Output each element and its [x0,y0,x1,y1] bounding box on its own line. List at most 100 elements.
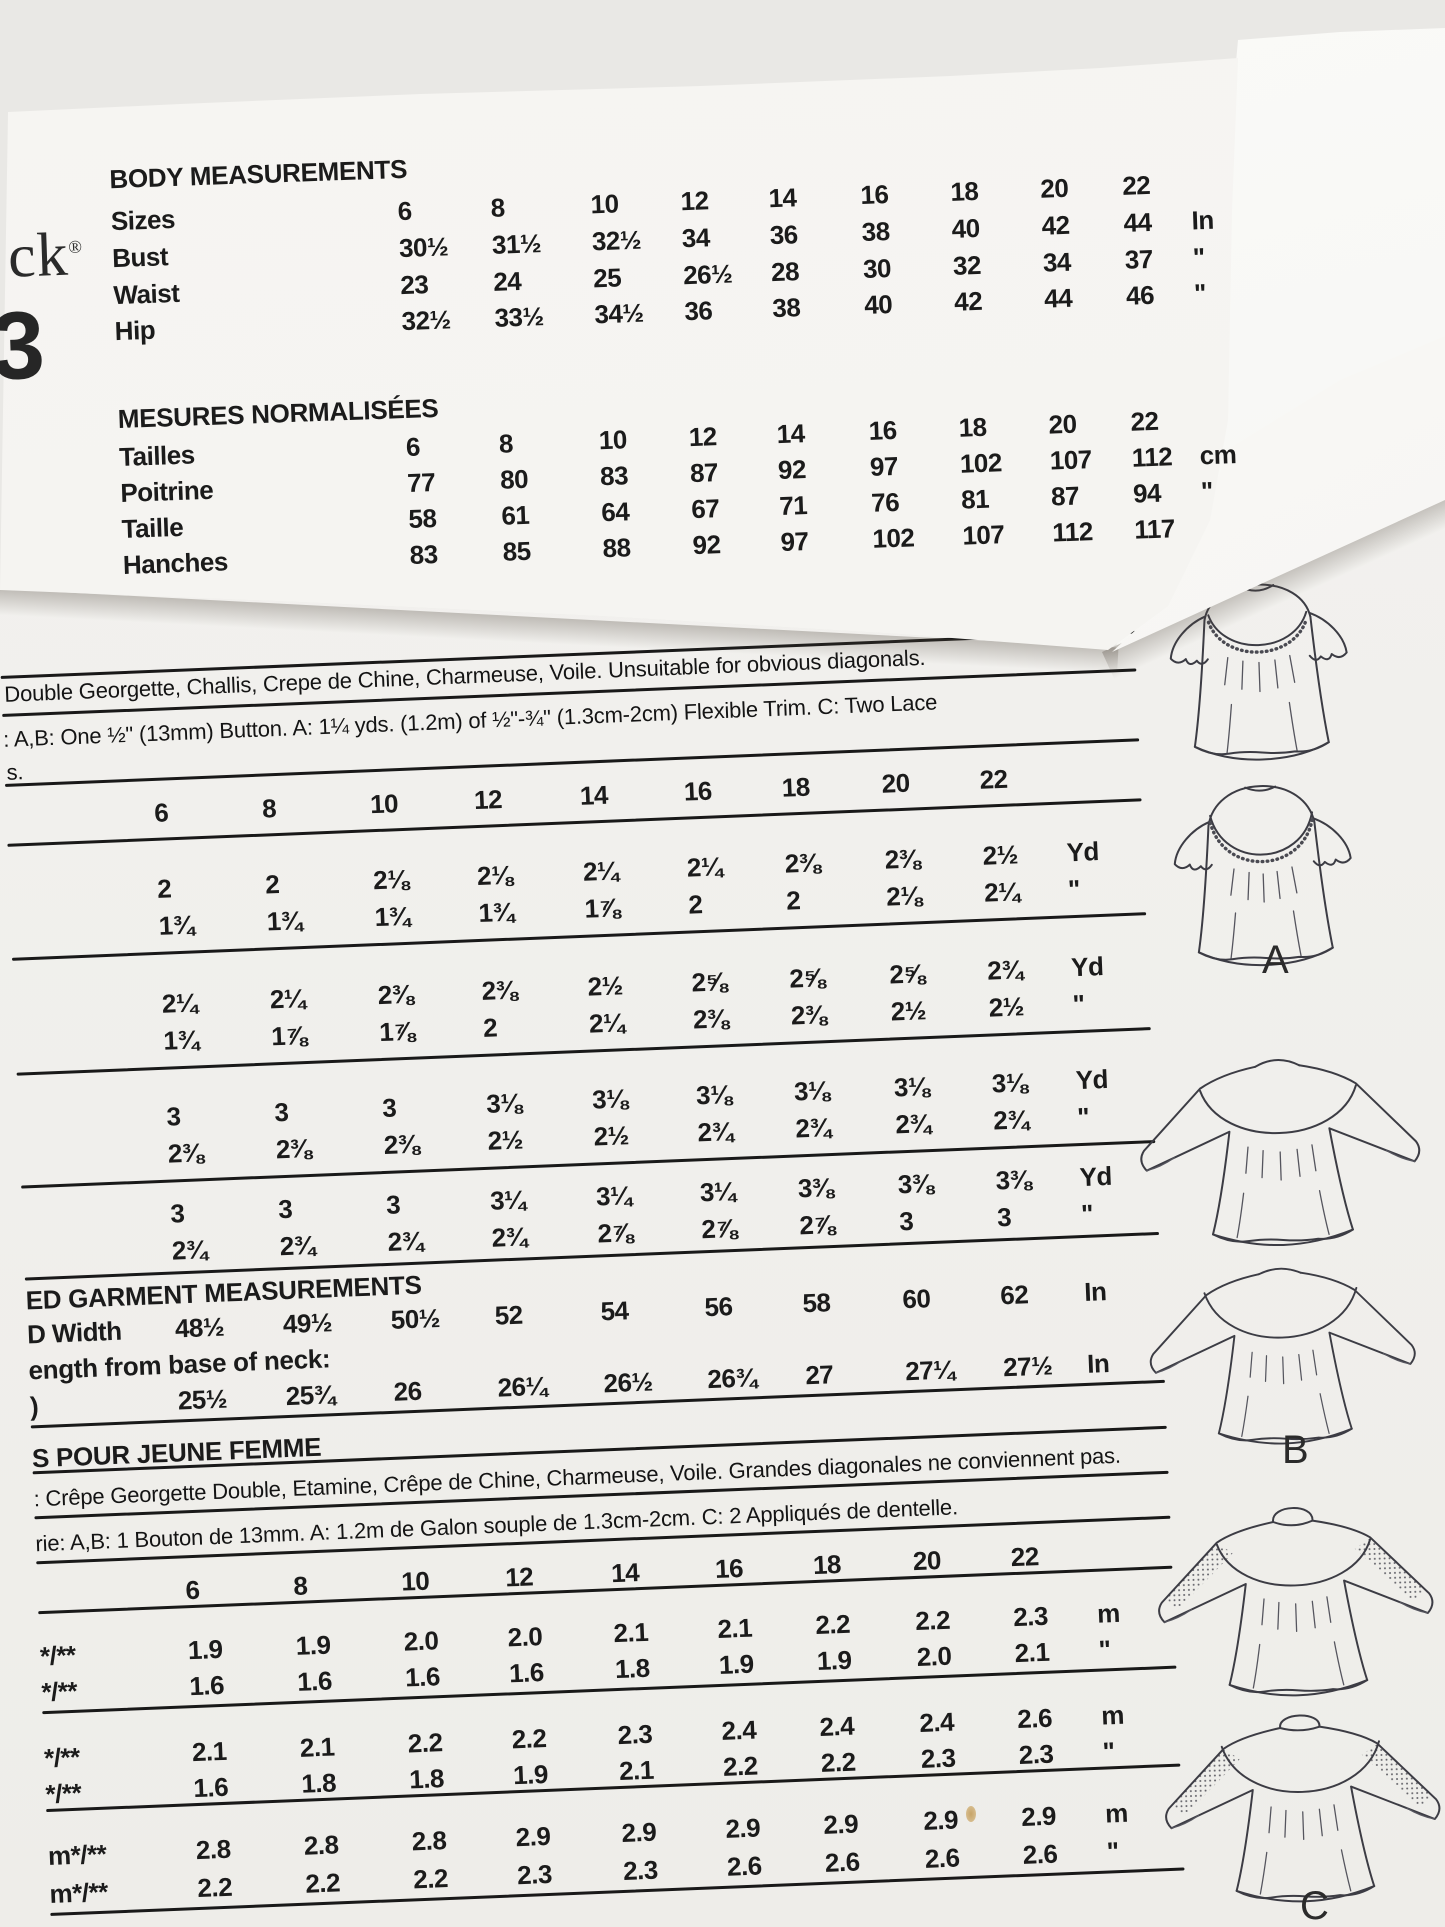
unit-label: In [1191,204,1215,236]
table-cell: 6 [405,431,421,463]
table-cell: 97 [779,526,809,557]
row-label: Hanches [122,546,229,580]
row-label: Sizes [110,203,176,237]
table-cell: 14 [767,182,797,214]
table-cell: 36 [683,295,713,327]
table-cell: 10 [590,188,620,220]
table-cell: 32 [952,249,982,281]
unit-label: cm [1199,439,1237,471]
measurement-row: Waist 23 24 25 26½ 28 30 32 34 37 " [5,233,1445,310]
table-cell: 37 [1124,243,1154,275]
table-cell: 33½ [493,301,545,333]
table-cell: 16 [859,179,889,210]
view-c-front-illustration [1144,1489,1445,1709]
view-c-back-illustration [1151,1695,1445,1915]
view-c-label: C [1300,1884,1329,1927]
table-cell: 34 [681,222,711,254]
table-cell: 40 [951,212,981,244]
table-cell: 22 [1129,405,1159,437]
table-cell: 61 [500,499,530,531]
row-label: Hip [114,314,156,347]
table-cell: 81 [960,483,990,515]
table-cell: 97 [869,450,899,482]
pattern-number-fragment: 3 [0,291,47,401]
body-measurements-title: BODY MEASUREMENTS [108,153,408,195]
table-cell: 12 [680,185,709,217]
table-cell: 92 [692,529,721,561]
table-cell: 44 [1123,206,1153,238]
view-b-back-illustration [1137,1243,1429,1458]
table-cell: 117 [1133,513,1176,545]
table-cell: 24 [492,265,522,297]
measurement-row: Bust 30½ 31½ 32½ 34 36 38 40 42 44 In [4,197,1445,273]
table-cell: 36 [769,219,799,251]
table-cell: 64 [600,496,630,528]
table-cell: 30½ [398,231,449,264]
table-cell: 18 [949,175,979,207]
table-cell: 14 [776,418,806,450]
table-cell: 20 [1048,408,1077,440]
table-cell: 42 [953,285,983,317]
table-cell: 107 [1049,444,1093,476]
row-label: Waist [112,277,180,311]
table-cell: 85 [502,535,532,567]
table-cell: 102 [959,447,1003,479]
table-cell: 12 [688,421,718,453]
table-cell: 26½ [682,258,733,291]
table-cell: 76 [870,486,900,518]
unit-label: " [1192,242,1206,273]
table-cell: 83 [599,460,629,492]
table-cell: 16 [868,414,898,446]
view-b-label: B [1282,1428,1309,1472]
row-label: Tailles [118,439,196,473]
table-cell: 71 [778,490,808,522]
table-cell: 40 [863,288,893,320]
table-cell: 34 [1042,246,1072,278]
view-b-front-illustration [1126,1037,1433,1257]
unit-label: " [1193,278,1207,309]
table-cell: 38 [771,292,801,324]
view-a-front-illustration [1154,552,1366,774]
mesures-normalisees-title: MESURES NORMALISÉES [117,392,439,435]
table-cell: 22 [1121,169,1151,201]
table-cell: 44 [1043,282,1073,314]
registered-mark: ® [67,236,84,258]
table-cell: 23 [399,269,429,301]
view-a-back-illustration [1158,760,1370,977]
table-cell: 20 [1039,172,1069,204]
table-cell: 83 [409,538,439,570]
row-label: Bust [111,241,169,274]
table-cell: 58 [407,503,437,534]
table-cell: 32½ [591,224,642,257]
table-cell: 88 [602,532,632,564]
table-cell: 46 [1125,279,1155,311]
table-cell: 67 [690,493,720,525]
table-cell: 31½ [491,228,542,260]
table-cell: 94 [1132,477,1162,509]
row-label: Taille [121,511,184,544]
brand-logo-fragment: ck® [6,220,84,291]
row-label: Poitrine [119,474,214,509]
measurement-row: Hanches 83 85 88 92 97 102 107 112 117 [14,503,1445,580]
table-cell: 28 [770,256,800,288]
table-cell: 18 [958,411,988,443]
table-cell: 77 [406,467,436,498]
table-cell: 34½ [593,297,645,330]
table-cell: 92 [777,454,807,486]
table-cell: 87 [689,457,719,489]
table-cell: 38 [861,216,891,247]
table-cell: 80 [499,463,529,495]
table-cell: 112 [1051,516,1094,548]
table-cell: 32½ [401,304,452,337]
view-a-label: A [1262,938,1289,982]
table-cell: 8 [490,192,506,223]
table-cell: 8 [498,428,514,459]
unit-label: " [1200,475,1214,507]
table-cell: 102 [871,522,915,554]
table-cell: 112 [1131,441,1173,473]
